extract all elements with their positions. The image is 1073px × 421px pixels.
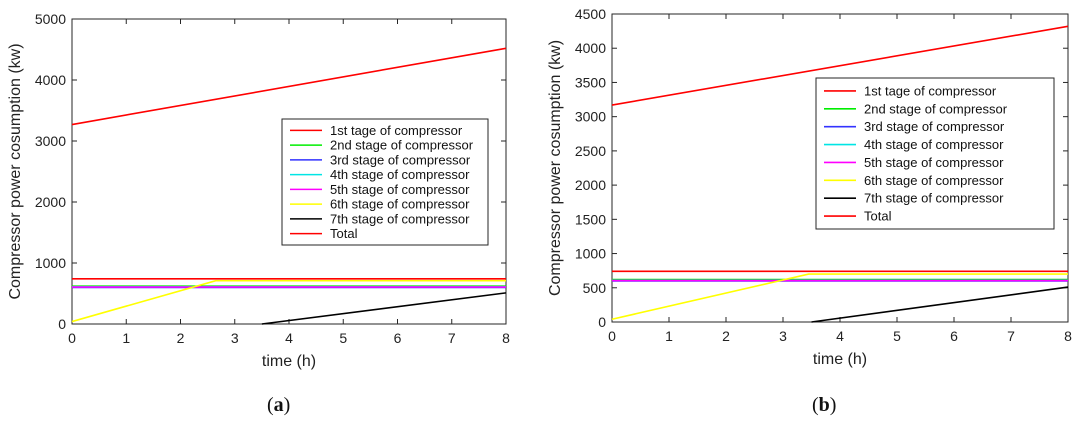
legend-entry: Total (864, 209, 892, 224)
legend-entry: 5th stage of compressor (864, 155, 1004, 170)
y-tick-label: 4000 (35, 72, 66, 88)
legend-entry: Total (330, 226, 358, 241)
y-tick-label: 4000 (575, 40, 606, 56)
y-tick-label: 0 (598, 314, 606, 330)
y-tick-label: 3000 (35, 133, 66, 149)
legend-entry: 1st tage of compressor (864, 83, 997, 98)
y-tick-label: 1000 (575, 246, 606, 262)
legend-box (281, 118, 489, 246)
x-tick-label: 7 (448, 330, 456, 346)
y-axis-label: Compressor power cosumption (kw) (7, 43, 24, 299)
legend-entry: 3rd stage of compressor (330, 152, 471, 167)
legend-entry: 3rd stage of compressor (864, 119, 1005, 134)
legend-entry: 5th stage of compressor (330, 182, 470, 197)
x-tick-label: 5 (893, 328, 901, 344)
series-line-7 (261, 292, 507, 325)
series-line-6 (71, 279, 506, 323)
y-tick-label: 2000 (35, 194, 66, 210)
legend-entry: 6th stage of compressor (330, 197, 470, 212)
x-tick-label: 4 (836, 328, 844, 344)
y-tick-label: 3500 (575, 74, 606, 90)
legend-entry: 4th stage of compressor (330, 167, 470, 182)
x-tick-label: 8 (1064, 328, 1072, 344)
y-tick-label: 1000 (35, 255, 66, 271)
x-tick-label: 7 (1007, 328, 1015, 344)
panel-caption: (a) (267, 394, 290, 416)
series-line-6 (611, 273, 1068, 321)
x-tick-label: 3 (779, 328, 787, 344)
x-tick-label: 5 (339, 330, 347, 346)
y-tick-label: 2000 (575, 177, 606, 193)
legend-entry: 2nd stage of compressor (330, 138, 474, 153)
series-line-1 (71, 47, 507, 126)
x-tick-label: 6 (950, 328, 958, 344)
x-tick-label: 1 (665, 328, 673, 344)
y-tick-label: 4500 (575, 6, 606, 22)
legend: 1st tage of compressor 2nd stage of compr… (815, 77, 1055, 230)
series-line-1 (611, 25, 1069, 106)
x-tick-label: 8 (502, 330, 510, 346)
x-tick-label: 4 (285, 330, 293, 346)
x-tick-label: 0 (608, 328, 616, 344)
legend-entry: 1st tage of compressor (330, 123, 463, 138)
y-tick-label: 3000 (575, 109, 606, 125)
chart-b: 0 1 2 3 4 5 6 7 8 0 500 1000 1500 2000 2500 3000 3500 400… (547, 6, 1072, 416)
y-tick-label: 500 (583, 280, 607, 296)
x-axis-label: time (h) (262, 353, 316, 370)
y-tick-label: 1500 (575, 211, 606, 227)
legend-entry: 6th stage of compressor (864, 173, 1004, 188)
chart-a: 0 1 2 3 4 5 6 7 8 0 1000 2000 3000 4000 5000 time (h) Co… (7, 11, 510, 416)
y-tick-label: 2500 (575, 143, 606, 159)
legend-entry: 4th stage of compressor (864, 137, 1004, 152)
x-tick-label: 3 (231, 330, 239, 346)
panel-caption: (b) (812, 394, 836, 416)
y-tick-label: 5000 (35, 11, 66, 27)
x-tick-label: 6 (394, 330, 402, 346)
legend-entry: 7th stage of compressor (330, 211, 470, 226)
x-tick-label: 0 (68, 330, 76, 346)
x-tick-label: 2 (177, 330, 185, 346)
series-line-7 (811, 286, 1069, 323)
y-tick-label: 0 (58, 316, 66, 332)
y-axis-label: Compressor power cosumption (kw) (547, 40, 564, 296)
legend-box (815, 77, 1055, 230)
legend-entry: 2nd stage of compressor (864, 101, 1008, 116)
x-axis-label: time (h) (813, 351, 867, 368)
x-tick-label: 1 (122, 330, 130, 346)
legend-entry: 7th stage of compressor (864, 191, 1004, 206)
x-tick-label: 2 (722, 328, 730, 344)
